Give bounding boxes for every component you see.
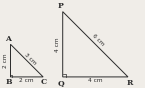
Text: 2 cm: 2 cm [19, 78, 34, 83]
Text: A: A [5, 35, 11, 43]
Text: 2 cm: 2 cm [3, 53, 8, 68]
Text: R: R [126, 79, 133, 87]
Text: P: P [58, 2, 64, 10]
Text: 4 cm: 4 cm [88, 78, 103, 84]
Text: 3 cm: 3 cm [23, 52, 37, 66]
Text: B: B [5, 78, 12, 86]
Text: 6 cm: 6 cm [91, 33, 105, 47]
Text: C: C [41, 78, 47, 86]
Text: 4 cm: 4 cm [55, 37, 60, 52]
Text: Q: Q [57, 79, 64, 87]
